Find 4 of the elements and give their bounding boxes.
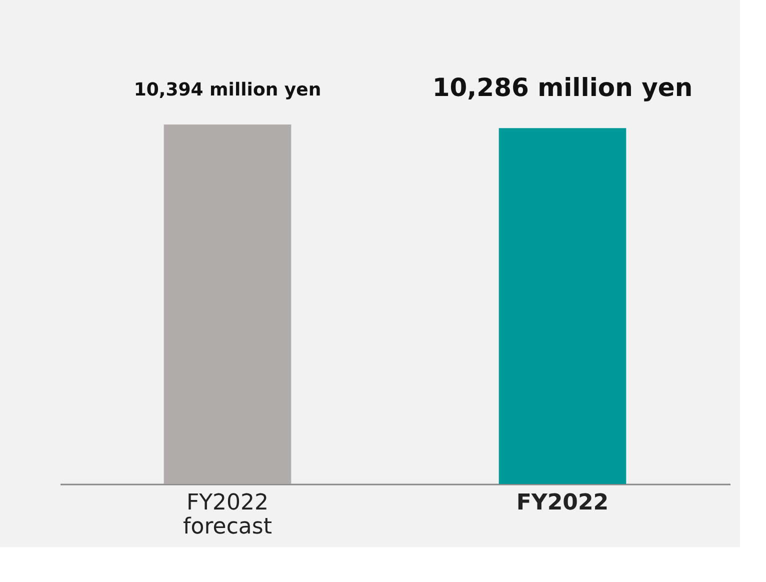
x-tick-label: FY2022 forecast	[183, 490, 272, 540]
x-tick-label: FY2022	[516, 490, 609, 516]
data-label: 10,394 million yen	[134, 79, 322, 100]
data-label: 10,286 million yen	[432, 73, 693, 102]
